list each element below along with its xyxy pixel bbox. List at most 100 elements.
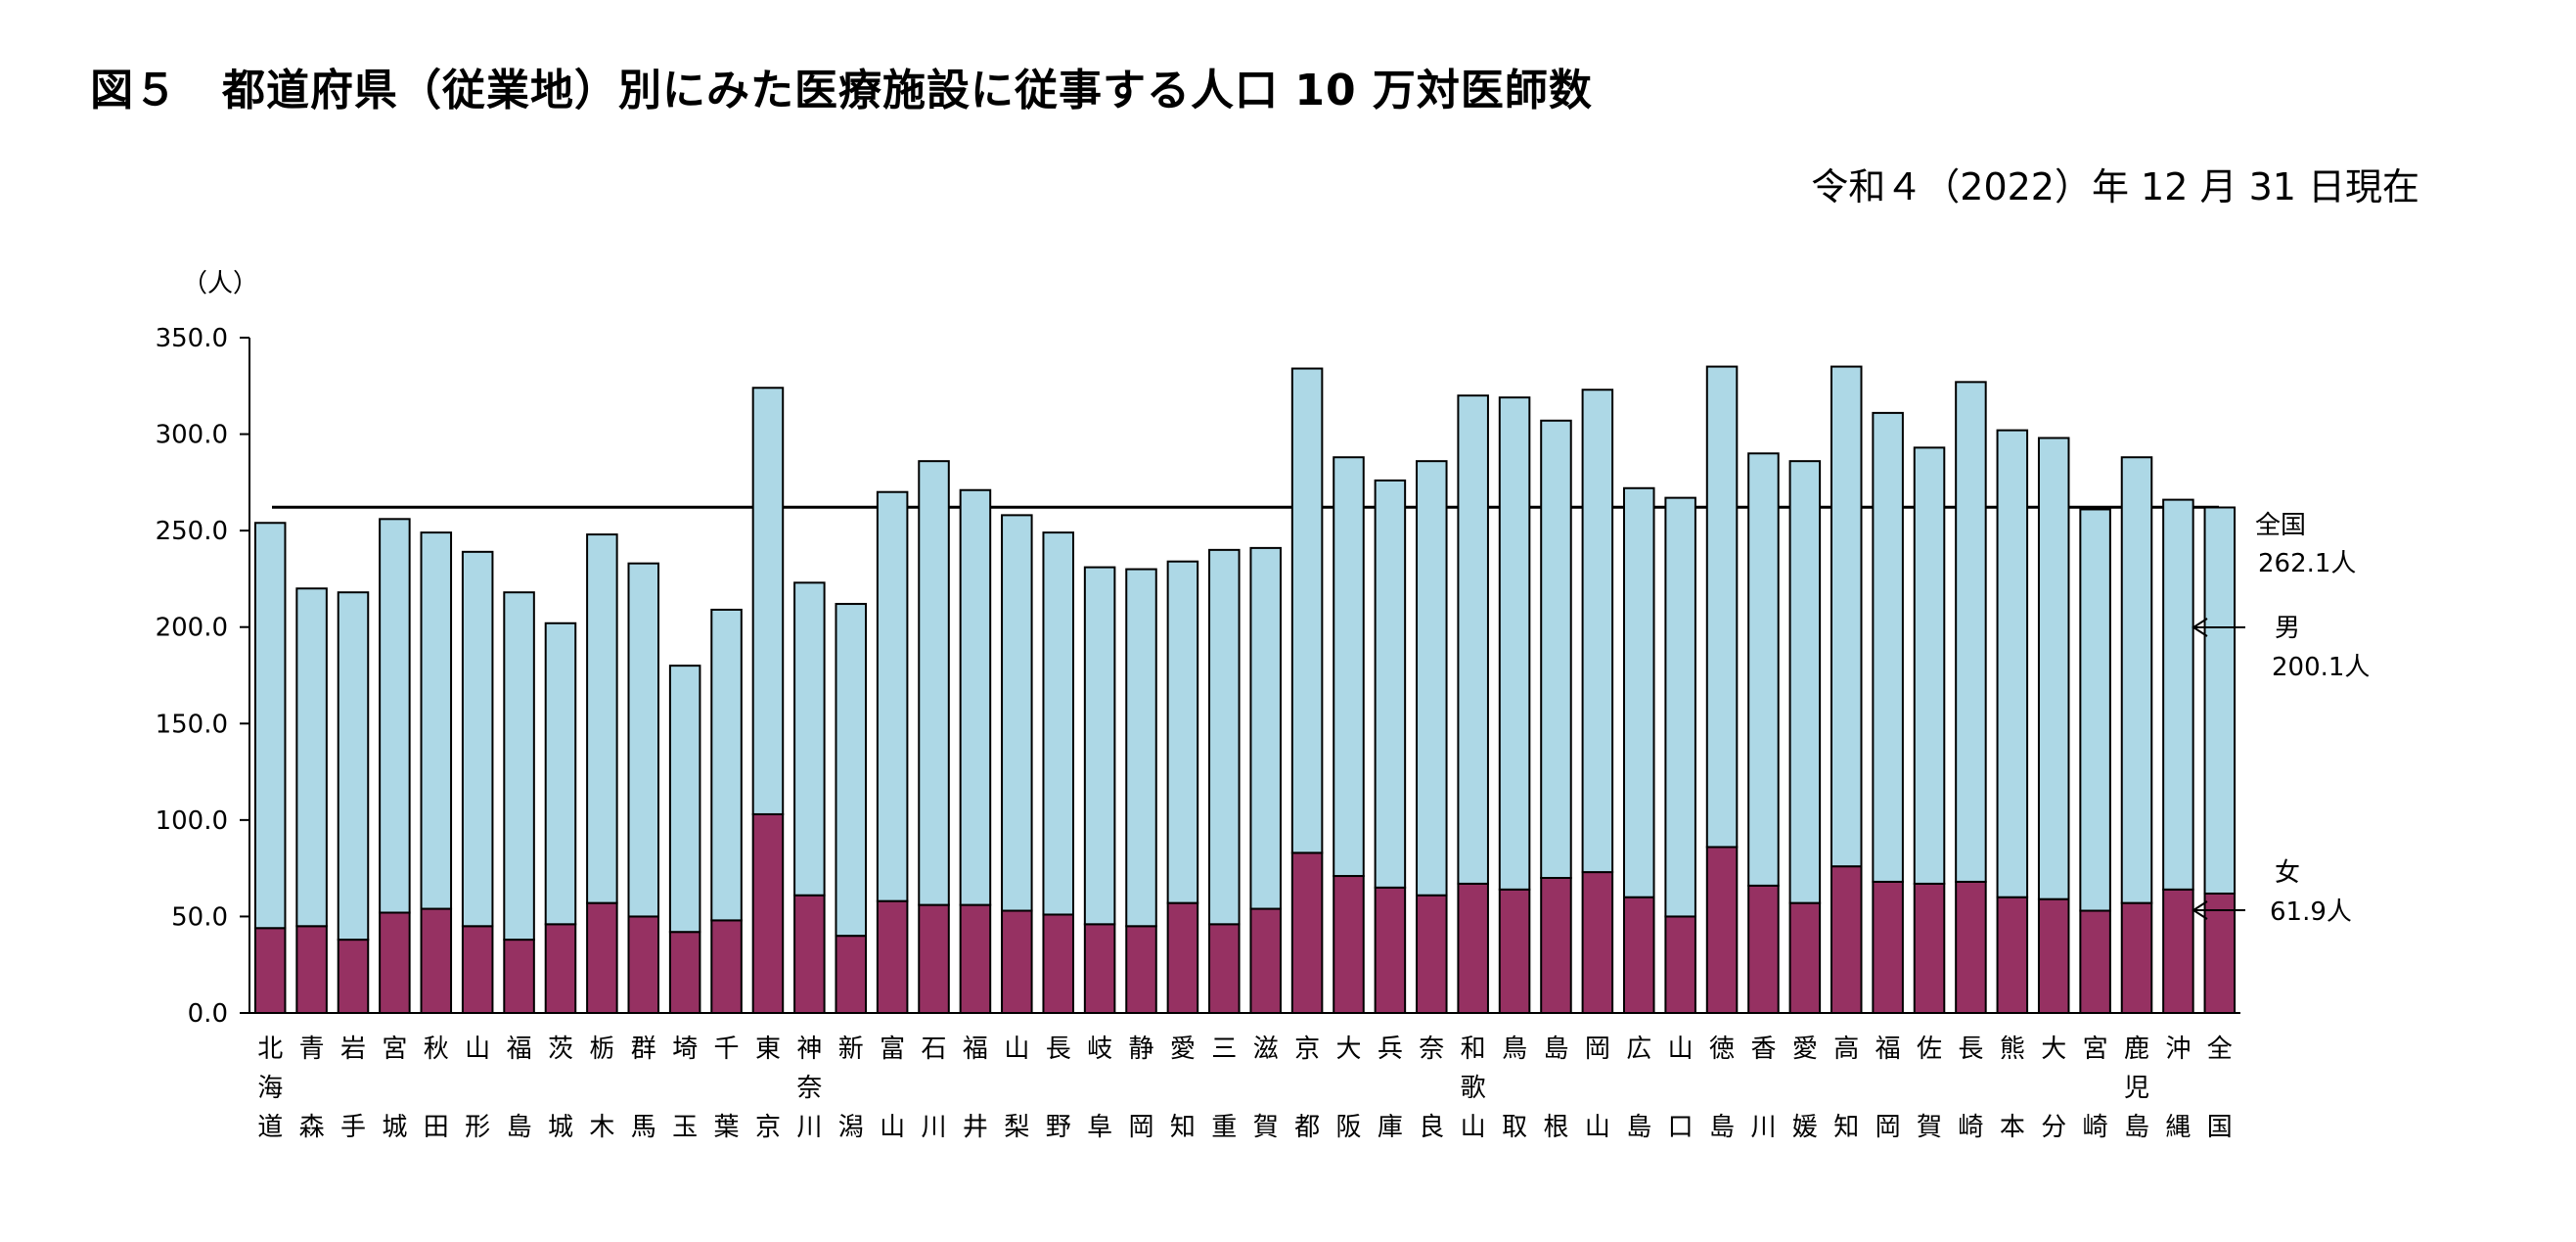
- x-tick-label-char: 島: [2124, 1113, 2149, 1142]
- bar-male: [1913, 446, 1946, 885]
- x-tick-label-char: 岡: [1129, 1113, 1154, 1142]
- bar-male: [1208, 548, 1241, 926]
- x-tick-label-char: 福: [963, 1035, 988, 1064]
- x-tick-label-char: 岡: [1876, 1113, 1901, 1142]
- x-tick-label-char: 富: [880, 1035, 905, 1064]
- x-tick-label-char: 山: [1585, 1113, 1610, 1142]
- x-tick-label-char: 梨: [1004, 1113, 1029, 1142]
- male-arrow-head: [2192, 618, 2208, 637]
- x-tick-label-char: 愛: [1170, 1035, 1196, 1064]
- x-tick-label-char: 城: [382, 1113, 407, 1142]
- x-tick-label-char: 宮: [2083, 1035, 2108, 1064]
- x-tick-label-char: 形: [465, 1113, 490, 1142]
- x-tick-label-char: 分: [2041, 1113, 2066, 1142]
- x-labels: 北海道青森岩手宮城秋田山形福島茨城栃木群馬埼玉千葉東京神奈川新潟富山石川福井山梨…: [257, 1035, 2233, 1142]
- bar-female: [1705, 846, 1739, 1015]
- bar-female: [1996, 896, 2029, 1015]
- x-tick-label-char: 香: [1750, 1035, 1776, 1064]
- x-tick-label-char: 京: [755, 1113, 781, 1142]
- bar-female: [1416, 894, 1448, 1014]
- bar-male: [793, 581, 826, 897]
- bar-female: [1581, 871, 1614, 1014]
- bar-female: [1664, 915, 1696, 1015]
- x-tick-label-char: 森: [299, 1113, 325, 1142]
- bar-male: [586, 533, 618, 904]
- bar-female: [1830, 865, 1863, 1015]
- x-tick-label-char: 福: [1876, 1035, 1901, 1064]
- x-tick-label-char: 野: [1046, 1113, 1071, 1142]
- bar-female: [1622, 896, 1655, 1015]
- bar-female: [1125, 925, 1157, 1014]
- bar-male: [1249, 546, 1282, 910]
- bar-male: [876, 490, 909, 902]
- bar-female: [1333, 875, 1365, 1014]
- x-tick-label-char: 大: [2041, 1035, 2066, 1064]
- bar-male: [544, 621, 577, 926]
- x-tick-label-char: 島: [1543, 1035, 1568, 1064]
- bar-male: [1955, 381, 1987, 883]
- bar-female: [1001, 909, 1033, 1014]
- x-tick-label-char: 歌: [1461, 1074, 1486, 1103]
- bar-male: [1830, 365, 1863, 868]
- x-tick-label-char: 山: [1668, 1035, 1694, 1064]
- bar-male: [420, 531, 453, 910]
- x-tick-label-char: 口: [1668, 1113, 1694, 1142]
- bar-female: [1955, 880, 1987, 1015]
- x-tick-label-char: 茨: [548, 1035, 573, 1064]
- bar-male: [1498, 396, 1531, 891]
- x-tick-label-char: 山: [465, 1035, 490, 1064]
- bar-male: [1872, 411, 1904, 883]
- x-tick-label-char: 長: [1958, 1035, 1983, 1064]
- x-tick-label-char: 岡: [1585, 1035, 1610, 1064]
- bar-female: [1042, 913, 1074, 1015]
- bar-male: [1540, 419, 1572, 879]
- bar-female: [420, 907, 453, 1014]
- x-tick-label-char: 阪: [1335, 1113, 1361, 1142]
- bar-female: [461, 925, 494, 1014]
- bar-male: [918, 460, 950, 906]
- bar-female: [1498, 888, 1531, 1014]
- bar-female: [1457, 882, 1489, 1015]
- y-tick-label: 100.0: [156, 806, 228, 836]
- x-tick-label-char: 本: [2000, 1113, 2025, 1142]
- bar-male: [627, 562, 660, 918]
- bar-male: [2203, 506, 2237, 895]
- x-tick-label-char: 城: [548, 1113, 573, 1142]
- bar-male: [253, 522, 287, 930]
- bar-female: [793, 894, 826, 1014]
- x-tick-label-char: 群: [631, 1035, 656, 1064]
- national-value: 262.1人: [2258, 549, 2356, 578]
- x-tick-label-char: 岐: [1087, 1035, 1112, 1064]
- bar-male: [503, 591, 535, 942]
- bar-male: [1042, 531, 1074, 916]
- x-tick-label-char: 道: [257, 1113, 283, 1142]
- bar-male: [337, 591, 370, 942]
- x-tick-label-char: 賀: [1253, 1113, 1279, 1142]
- x-tick-label-char: 千: [714, 1035, 740, 1064]
- bar-male: [2037, 437, 2070, 900]
- date-note: 令和４（2022）年 12 月 31 日現在: [1811, 165, 2419, 208]
- x-tick-label-char: 馬: [631, 1113, 656, 1142]
- x-tick-label-char: 栃: [589, 1035, 614, 1064]
- x-tick-label-char: 島: [507, 1113, 532, 1142]
- bar-female: [503, 939, 535, 1014]
- bar-male: [835, 603, 868, 938]
- bar-female: [2037, 897, 2070, 1015]
- bar-male: [2120, 456, 2153, 904]
- x-tick-label-char: 知: [1833, 1113, 1859, 1142]
- x-tick-label-char: 兵: [1378, 1035, 1403, 1064]
- x-tick-label-char: 沖: [2165, 1035, 2191, 1064]
- x-tick-label-char: 山: [1461, 1113, 1486, 1142]
- female-label: 女: [2275, 858, 2300, 888]
- x-tick-label-char: 良: [1419, 1113, 1444, 1142]
- x-tick-label-char: 重: [1211, 1113, 1237, 1142]
- bar-female: [1374, 886, 1407, 1014]
- bar-female: [2120, 901, 2153, 1015]
- x-tick-label-char: 徳: [1709, 1035, 1735, 1064]
- bar-female: [2079, 909, 2111, 1014]
- x-tick-label-char: 和: [1461, 1035, 1486, 1064]
- x-tick-label-char: 埼: [672, 1035, 698, 1064]
- axes: 0.0 50.0 100.0 150.0 200.0 250.0 300.0 350.0 （人）: [156, 269, 2240, 1029]
- x-tick-label-char: 大: [1335, 1035, 1361, 1064]
- bar-female: [1788, 901, 1822, 1015]
